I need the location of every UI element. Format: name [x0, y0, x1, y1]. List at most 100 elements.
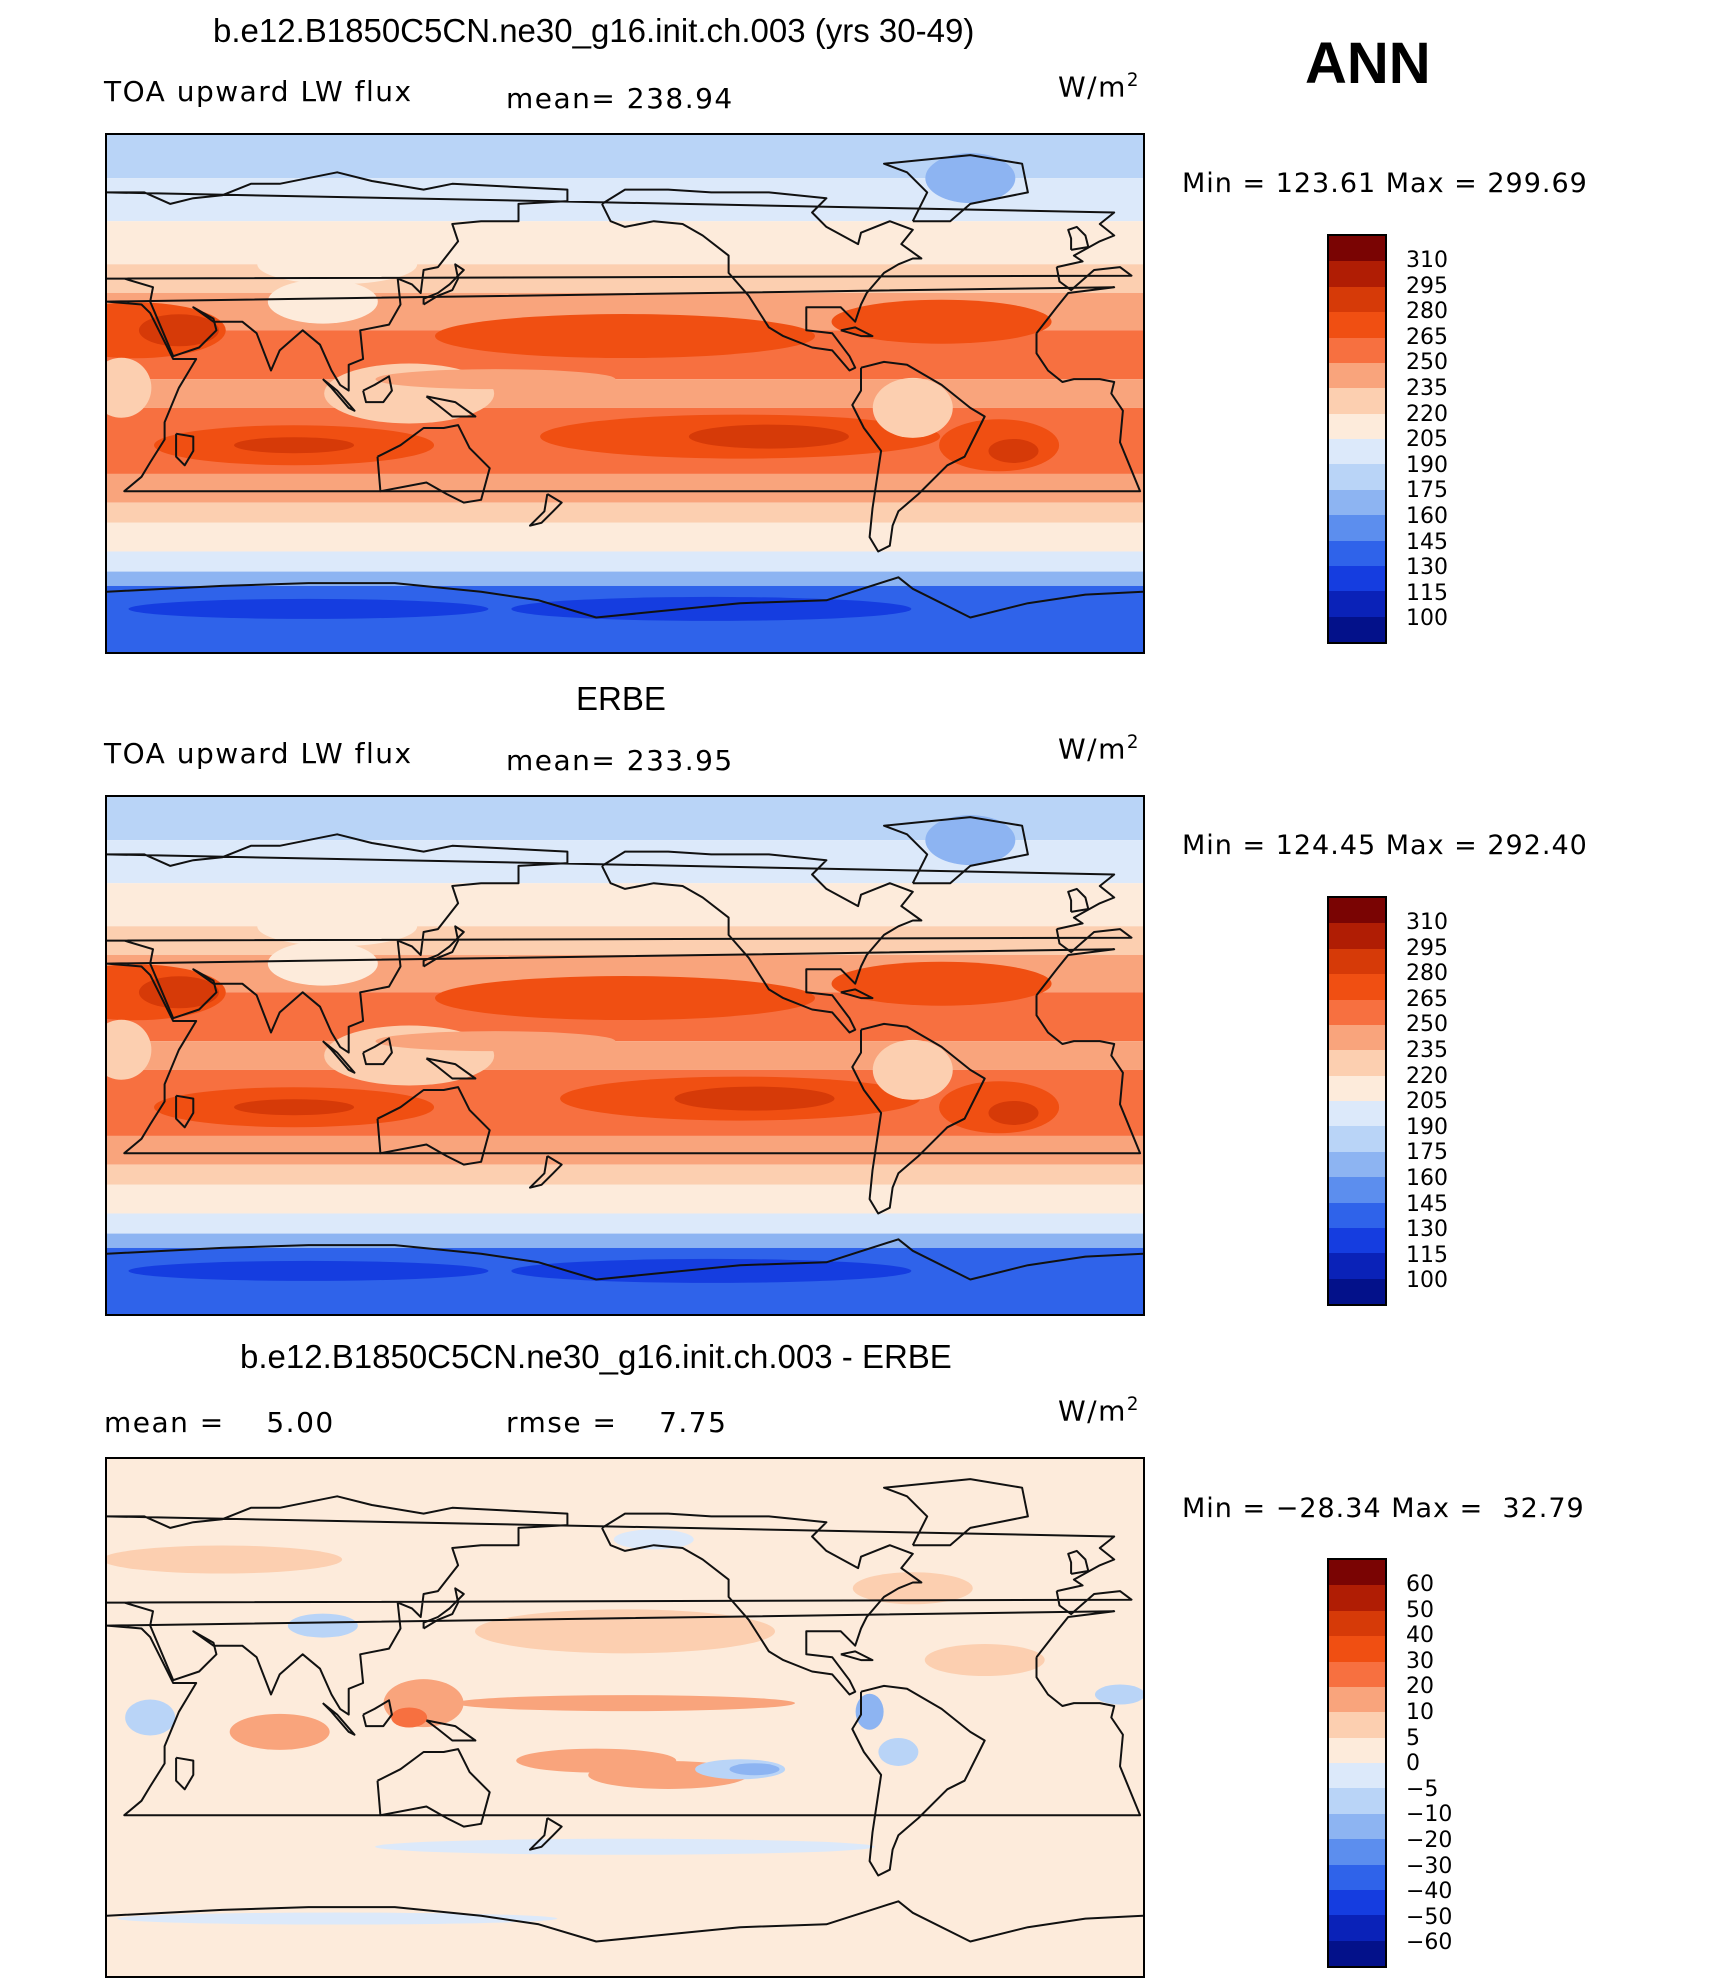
field-blob [988, 438, 1039, 463]
colorbar-tick-label: 20 [1406, 1674, 1434, 1700]
colorbar-tick-label: 280 [1406, 961, 1448, 987]
coastline [362, 1037, 393, 1066]
coastline [107, 286, 1142, 493]
colorbar-swatch [1329, 1763, 1385, 1789]
coastline [422, 263, 465, 306]
colorbar-swatch [1329, 1075, 1385, 1101]
min-max-label: Min = 124.45 Max = 292.40 [1182, 830, 1588, 861]
colorbar-swatch [1329, 1889, 1385, 1916]
field-blob [435, 314, 815, 359]
colorbar-tick-label: −5 [1406, 1776, 1439, 1802]
coastline [107, 1495, 1133, 1716]
field-blob [375, 1031, 616, 1052]
field-blob [128, 1260, 489, 1281]
colorbar-swatch [1329, 1940, 1385, 1966]
colorbar-swatch [1329, 923, 1385, 949]
colorbar-tick-label: 295 [1406, 935, 1448, 961]
field-blob [287, 1613, 358, 1638]
field-blob [674, 1086, 835, 1111]
colorbar-swatch [1329, 948, 1385, 975]
field-blob [375, 369, 616, 390]
colorbar-swatch [1329, 974, 1385, 1000]
panel-title: b.e12.B1850C5CN.ne30_g16.init.ch.003 (yr… [213, 12, 975, 49]
field-blob [138, 314, 219, 347]
coastline [376, 1086, 491, 1166]
field-band [107, 502, 1143, 523]
coastline [883, 816, 1029, 885]
colorbar-tick-label: 115 [1406, 1242, 1448, 1268]
left-label: TOA upward LW flux [104, 75, 413, 108]
colorbar-swatch [1329, 261, 1385, 287]
colorbar-swatch [1329, 1560, 1385, 1586]
coastline [322, 1702, 356, 1736]
colorbar-tick-label: 235 [1406, 1038, 1448, 1063]
field-band [107, 551, 1143, 572]
map-field [107, 1459, 1143, 1976]
colorbar-swatch [1329, 362, 1385, 389]
coastline [1067, 225, 1090, 251]
coastline [601, 188, 923, 372]
mean-label: mean= 238.94 [506, 82, 734, 115]
colorbar-swatch [1329, 1661, 1385, 1687]
colorbar-tick-label: −20 [1406, 1828, 1453, 1853]
colorbar-swatch [1329, 489, 1385, 516]
colorbar-swatch [1329, 1101, 1385, 1127]
colorbar-swatch [1329, 591, 1385, 617]
coastline [840, 1650, 874, 1662]
colorbar-tick-label: 160 [1406, 504, 1448, 529]
left-label: TOA upward LW flux [104, 737, 413, 770]
colorbar-tick-label: 100 [1406, 1268, 1448, 1294]
field-blob [831, 961, 1052, 1006]
coastline [529, 493, 563, 527]
field-band [107, 473, 1143, 503]
colorbar-swatch [1329, 1126, 1385, 1152]
colorbar-tick-label: 175 [1406, 1140, 1448, 1166]
colorbar-swatch [1329, 898, 1385, 924]
field-blob [257, 244, 418, 285]
rmse-label: rmse = 7.75 [506, 1406, 728, 1439]
colorbar-swatch [1329, 1050, 1385, 1076]
coastline [883, 154, 1029, 223]
coastline [107, 948, 1142, 1155]
field-blob [1094, 1684, 1143, 1705]
colorbar-swatch [1329, 337, 1385, 363]
colorbar-swatch [1329, 1278, 1385, 1304]
colorbar-tick-label: 115 [1406, 580, 1448, 606]
colorbar-swatch [1329, 1712, 1385, 1738]
field-blob [511, 596, 912, 621]
coastline [601, 1512, 923, 1696]
coastline [376, 1748, 491, 1828]
coastline [107, 833, 1133, 1054]
colorbar-tick-label: 100 [1406, 606, 1448, 632]
panel-title: ERBE [576, 680, 666, 717]
field-band [107, 379, 1143, 408]
colorbar-swatch [1329, 464, 1385, 490]
min-max-label: Min = 123.61 Max = 299.69 [1182, 168, 1588, 199]
colorbar-tick-label: 265 [1406, 324, 1448, 350]
colorbar-tick-label: 250 [1406, 350, 1448, 376]
coastline [107, 171, 1133, 392]
colorbar-tick-label: 145 [1406, 529, 1448, 555]
colorbar-swatch [1329, 1915, 1385, 1941]
colorbar-tick-label: 40 [1406, 1623, 1434, 1649]
coastline [422, 925, 465, 968]
coastline [422, 1587, 465, 1630]
field-blob [613, 1529, 694, 1550]
field-blob [391, 1707, 428, 1728]
colorbar-tick-label: 310 [1406, 248, 1448, 273]
colorbar [1327, 1558, 1387, 1968]
field-blob [117, 1912, 558, 1925]
coastline [1067, 887, 1090, 913]
colorbar-tick-label: 205 [1406, 427, 1448, 453]
coastline [376, 424, 491, 504]
colorbar-tick-label: −60 [1406, 1930, 1453, 1956]
colorbar-tick-label: −30 [1406, 1853, 1453, 1879]
coastline [175, 1756, 195, 1791]
colorbar-tick-label: 310 [1406, 910, 1448, 935]
field-blob [855, 1693, 884, 1730]
field-band [107, 1041, 1143, 1070]
field-blob [234, 1099, 355, 1116]
colorbar-swatch [1329, 286, 1385, 313]
coastline [107, 1238, 1143, 1281]
colorbar-swatch [1329, 1788, 1385, 1814]
